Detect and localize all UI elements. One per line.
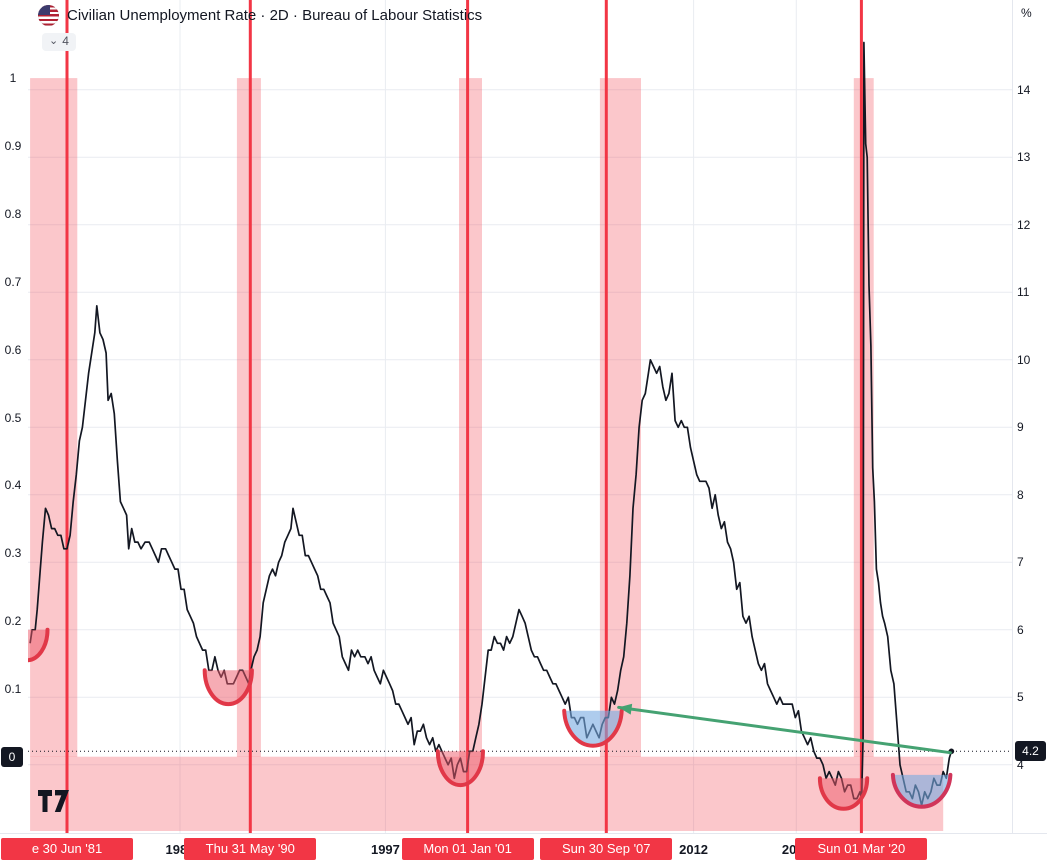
- us-flag-icon: [38, 5, 59, 26]
- left-axis-tick: 0.4: [4, 478, 22, 493]
- right-axis-tick: 6: [1017, 622, 1024, 637]
- left-axis-tick: 0.5: [4, 410, 22, 425]
- chart-title: Civilian Unemployment Rate · 2D · Bureau…: [67, 7, 483, 24]
- right-axis-tick: 11: [1017, 285, 1030, 300]
- time-axis-year-label: 2012: [679, 842, 709, 857]
- cup-annotation-fill[interactable]: [437, 751, 483, 786]
- event-date-badge[interactable]: Sun 01 Mar '20: [795, 838, 928, 860]
- series-legend-row[interactable]: Civilian Unemployment Rate · 2D · Bureau…: [38, 5, 482, 26]
- right-axis-tick: 12: [1017, 217, 1031, 232]
- cup-annotation-arc[interactable]: [435, 749, 485, 788]
- legend-collapse-button[interactable]: ⌄ 4: [42, 33, 76, 51]
- right-axis-tick: 10: [1017, 352, 1031, 367]
- time-axis-year-label: 1997: [370, 842, 400, 857]
- left-axis-tick: 0.6: [4, 342, 22, 357]
- left-axis-tick: 0.3: [4, 546, 22, 561]
- left-axis-tick: 0.1: [4, 682, 22, 697]
- right-axis-tick: 7: [1017, 555, 1024, 570]
- cup-annotation-fill[interactable]: [892, 774, 951, 807]
- unemployment-line[interactable]: [29, 41, 953, 807]
- left-axis-tick: 0.7: [4, 274, 22, 289]
- plot-svg[interactable]: [28, 0, 1012, 833]
- recession-band: [459, 78, 482, 758]
- trend-arrow-line[interactable]: [617, 705, 952, 755]
- right-axis-tick: 9: [1017, 420, 1024, 435]
- right-axis-tick: 14: [1017, 82, 1031, 97]
- cup-annotation-arc[interactable]: [890, 772, 953, 809]
- right-price-axis[interactable]: % 4.2 14 13 12 11 10 9 8 7 6 5 4: [1012, 0, 1047, 833]
- cup-annotation-arc[interactable]: [28, 627, 50, 663]
- cup-annotation-arc[interactable]: [202, 668, 254, 707]
- left-axis-tick: 0.9: [4, 138, 22, 153]
- left-axis-tick: 1: [9, 71, 17, 86]
- cup-annotation-fill[interactable]: [819, 778, 868, 809]
- percent-unit-label: %: [1021, 6, 1032, 20]
- event-date-badge[interactable]: Sun 30 Sep '07: [540, 838, 673, 860]
- cup-annotation-fill[interactable]: [564, 710, 622, 746]
- cup-annotation-arc[interactable]: [817, 776, 870, 811]
- cup-annotation-fill[interactable]: [28, 629, 48, 661]
- right-axis-tick: 5: [1017, 690, 1024, 705]
- right-axis-tick: 8: [1017, 487, 1024, 502]
- cup-annotation-arc[interactable]: [562, 708, 624, 748]
- event-date-badge[interactable]: Thu 31 May '90: [184, 838, 317, 860]
- left-axis-tick: 0.2: [4, 614, 22, 629]
- trend-arrow-head: [618, 703, 633, 715]
- right-axis-tick: 4: [1017, 757, 1024, 772]
- left-price-axis[interactable]: 0 1 0.9 0.8 0.7 0.6 0.5 0.4 0.3 0.2 0.1: [0, 0, 28, 833]
- cup-annotation-fill[interactable]: [204, 670, 252, 705]
- right-axis-tick: 13: [1017, 150, 1031, 165]
- tradingview-logo[interactable]: [38, 790, 78, 817]
- chevron-down-icon: ⌄: [49, 35, 59, 47]
- left-axis-tick: 0.8: [4, 206, 22, 221]
- legend-area: Civilian Unemployment Rate · 2D · Bureau…: [38, 5, 482, 51]
- support-zone-rect[interactable]: [30, 756, 944, 831]
- legend-count-label: 4: [62, 34, 69, 48]
- left-last-value-badge: 0: [1, 746, 23, 767]
- last-price-badge: 4.2: [1015, 741, 1046, 762]
- event-date-badge[interactable]: e 30 Jun '81: [1, 838, 134, 860]
- tradingview-logo-glyph: [38, 790, 69, 812]
- event-date-badge[interactable]: Mon 01 Jan '01: [401, 838, 534, 860]
